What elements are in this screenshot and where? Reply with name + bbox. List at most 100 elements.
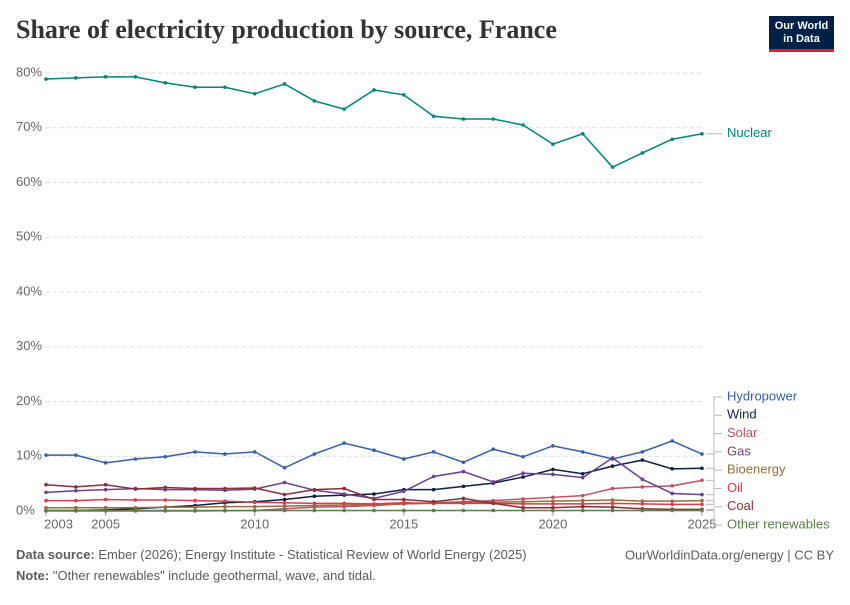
data-point — [193, 498, 197, 503]
data-point — [610, 165, 615, 169]
data-point — [44, 505, 48, 510]
legend-label: Bioenergy — [727, 462, 786, 477]
data-point — [521, 475, 525, 479]
data-point — [491, 480, 496, 484]
legend-label: Solar — [727, 425, 758, 440]
data-point — [103, 497, 108, 502]
data-point — [252, 486, 257, 490]
data-point — [342, 486, 346, 491]
data-point — [372, 497, 376, 502]
data-point — [282, 508, 287, 513]
data-point — [700, 131, 704, 136]
data-point — [223, 85, 227, 90]
data-point — [610, 505, 615, 509]
data-point — [74, 498, 78, 503]
data-point — [342, 107, 346, 111]
label-connector — [706, 509, 722, 526]
data-point — [491, 501, 496, 506]
data-point — [163, 505, 168, 509]
data-point — [44, 490, 48, 495]
data-point — [640, 151, 645, 155]
data-point — [521, 497, 525, 501]
data-point — [551, 444, 555, 448]
data-point — [700, 478, 704, 483]
data-point — [282, 465, 287, 470]
url: OurWorldinData.org/energy | CC BY — [625, 547, 834, 562]
data-point — [551, 508, 555, 513]
data-point — [670, 137, 674, 142]
label-connector — [706, 469, 722, 502]
data-point — [74, 76, 78, 80]
data-point — [372, 502, 376, 506]
note-text: "Other renewables" include geothermal, w… — [53, 568, 376, 583]
data-point — [133, 75, 138, 79]
data-point — [551, 495, 555, 500]
data-point — [670, 439, 674, 443]
data-point — [521, 505, 525, 510]
legend-label: Hydropower — [727, 388, 798, 403]
data-point — [551, 499, 555, 503]
data-point — [342, 508, 346, 513]
data-point — [521, 123, 525, 127]
data-point — [74, 508, 78, 513]
y-tick-label: 20% — [16, 393, 42, 408]
x-tick-label: 2025 — [688, 516, 717, 531]
data-point — [312, 501, 317, 506]
data-point — [640, 499, 645, 503]
data-point — [700, 452, 704, 456]
data-point — [461, 484, 466, 489]
data-point — [610, 486, 615, 491]
legend-label: Oil — [727, 480, 743, 495]
data-point — [580, 450, 585, 454]
data-point — [640, 450, 645, 454]
data-point — [103, 461, 108, 465]
data-point — [282, 504, 287, 508]
data-point — [252, 508, 257, 513]
data-point — [580, 471, 585, 476]
data-point — [103, 75, 108, 79]
data-point — [74, 505, 78, 510]
data-point — [580, 504, 585, 509]
data-point — [431, 499, 436, 504]
data-point — [193, 450, 197, 454]
legend-label: Nuclear — [727, 125, 772, 140]
data-point — [223, 452, 227, 456]
data-point — [670, 467, 674, 471]
data-point — [74, 453, 78, 457]
data-point — [133, 457, 138, 461]
data-point — [431, 474, 436, 479]
data-point — [193, 508, 197, 513]
data-point — [700, 466, 704, 471]
x-tick-label: 2010 — [240, 516, 269, 531]
data-point — [551, 502, 555, 506]
data-point — [223, 504, 227, 509]
legend-label: Wind — [727, 407, 757, 422]
x-tick-label: 2020 — [538, 516, 567, 531]
legend-label: Gas — [727, 443, 751, 458]
data-point — [640, 502, 645, 506]
data-point — [640, 508, 645, 513]
data-point — [402, 489, 406, 494]
source-text: Ember (2026); Energy Institute - Statist… — [98, 547, 526, 562]
label-connector — [706, 506, 722, 510]
y-tick-label: 80% — [16, 64, 42, 79]
data-point — [44, 77, 48, 81]
data-point — [700, 508, 704, 513]
source: Data source: Ember (2026); Energy Instit… — [16, 547, 527, 562]
data-point — [103, 505, 108, 510]
data-point — [193, 505, 197, 509]
data-point — [580, 508, 585, 513]
y-tick-label: 0% — [16, 502, 35, 517]
data-point — [133, 498, 138, 502]
chart-title: Share of electricity production by sourc… — [16, 15, 557, 44]
data-point — [44, 498, 48, 503]
data-point — [252, 450, 257, 454]
data-point — [640, 458, 645, 462]
data-point — [342, 501, 346, 506]
data-point — [580, 131, 585, 136]
data-point — [461, 117, 466, 121]
note-label: Note: — [16, 568, 49, 583]
data-point — [551, 472, 555, 477]
data-point — [431, 508, 436, 513]
